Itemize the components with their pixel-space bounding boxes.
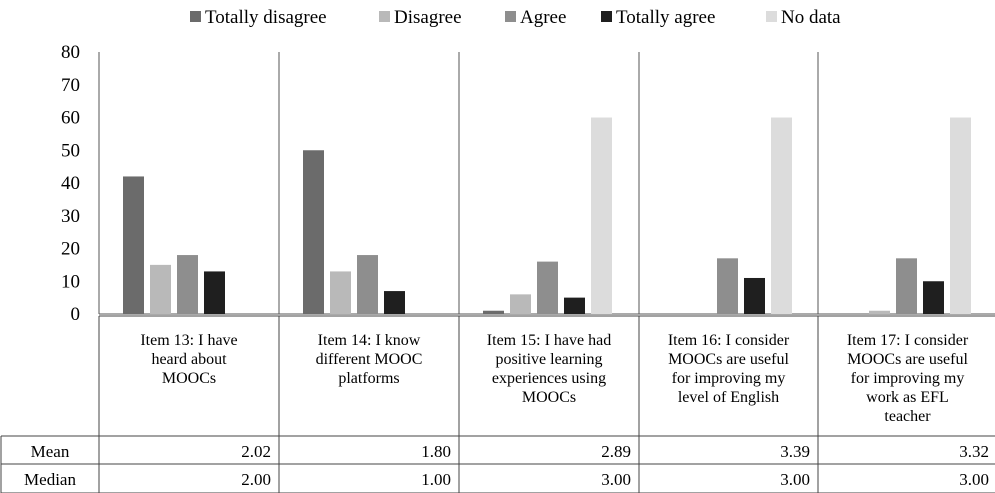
y-tick-label: 50 — [61, 140, 80, 161]
table-row-label: Mean — [31, 442, 70, 461]
bar — [357, 255, 378, 314]
table-cell-value: 3.39 — [780, 442, 810, 461]
table-cell-value: 3.00 — [780, 470, 810, 489]
y-tick-label: 60 — [61, 108, 80, 129]
category-label-line: Item 15: I have had — [487, 332, 611, 349]
category-label-line: Item 13: I have — [140, 332, 237, 349]
bar — [744, 277, 765, 314]
category-label-line: teacher — [884, 408, 931, 425]
legend-swatch — [379, 11, 390, 22]
legend-swatch — [766, 11, 777, 22]
bar — [869, 310, 890, 314]
bar — [717, 258, 738, 314]
table-cell-value: 2.89 — [601, 442, 631, 461]
legend-label: Totally disagree — [205, 7, 327, 28]
y-tick-label: 30 — [61, 206, 80, 227]
bar — [771, 117, 792, 314]
bar — [591, 117, 612, 314]
legend-swatch — [505, 11, 516, 22]
category-label-line: experiences using — [492, 370, 606, 387]
y-axis: 0 10 20 30 40 50 60 70 80 — [61, 42, 80, 325]
bar — [303, 150, 324, 314]
category-label-line: level of English — [678, 389, 779, 406]
legend-label: Agree — [520, 7, 566, 28]
legend-label: No data — [781, 7, 841, 28]
legend-swatch — [601, 11, 612, 22]
category-label-line: Item 16: I consider — [668, 332, 790, 349]
table-cell-value: 3.00 — [959, 470, 989, 489]
y-tick-label: 20 — [61, 239, 80, 260]
category-label-line: heard about — [151, 351, 227, 368]
table-cell-value: 1.00 — [421, 470, 451, 489]
y-tick-label: 0 — [71, 304, 81, 325]
category-label-line: work as EFL — [866, 389, 949, 406]
data-table: Item 13: I have heard about MOOCs Item 14: … — [0, 315, 995, 493]
category-label-line: for improving my — [851, 370, 965, 387]
bar — [896, 258, 917, 314]
plot-area — [98, 52, 995, 315]
category-label-line: Item 14: I know — [318, 332, 421, 349]
bar — [384, 291, 405, 314]
category-label-line: platforms — [338, 370, 399, 387]
bar — [564, 297, 585, 314]
category-label-line: MOOCs — [162, 370, 216, 387]
category-label-line: MOOCs are useful — [847, 351, 968, 368]
legend-label: Disagree — [394, 7, 462, 28]
y-tick-label: 80 — [61, 42, 80, 63]
y-tick-label: 10 — [61, 271, 80, 292]
table-cell-value: 1.80 — [421, 442, 451, 461]
legend-label: Totally agree — [616, 7, 715, 28]
bar — [950, 117, 971, 314]
table-cell-value: 2.00 — [241, 470, 271, 489]
category-label-line: MOOCs — [522, 389, 576, 406]
bar — [204, 271, 225, 314]
table-row-label: Median — [24, 470, 76, 489]
category-label-line: for improving my — [672, 370, 786, 387]
bar — [330, 271, 351, 314]
bar — [177, 255, 198, 314]
category-label-line: different MOOC — [316, 351, 423, 368]
chart-legend: Totally disagree Disagree Agree Totally agr… — [190, 7, 841, 28]
table-cell-value: 3.32 — [959, 442, 989, 461]
bar — [537, 261, 558, 314]
bar — [510, 294, 531, 314]
bar — [483, 310, 504, 314]
category-label-line: positive learning — [495, 351, 602, 368]
category-label-line: MOOCs are useful — [668, 351, 789, 368]
category-label-line: Item 17: I consider — [847, 332, 969, 349]
y-tick-label: 70 — [61, 75, 80, 96]
table-cell-value: 2.02 — [241, 442, 271, 461]
bar — [923, 281, 944, 314]
table-cell-value: 3.00 — [601, 470, 631, 489]
legend-swatch — [190, 11, 201, 22]
bar — [123, 176, 144, 314]
bar — [150, 264, 171, 314]
y-tick-label: 40 — [61, 173, 80, 194]
